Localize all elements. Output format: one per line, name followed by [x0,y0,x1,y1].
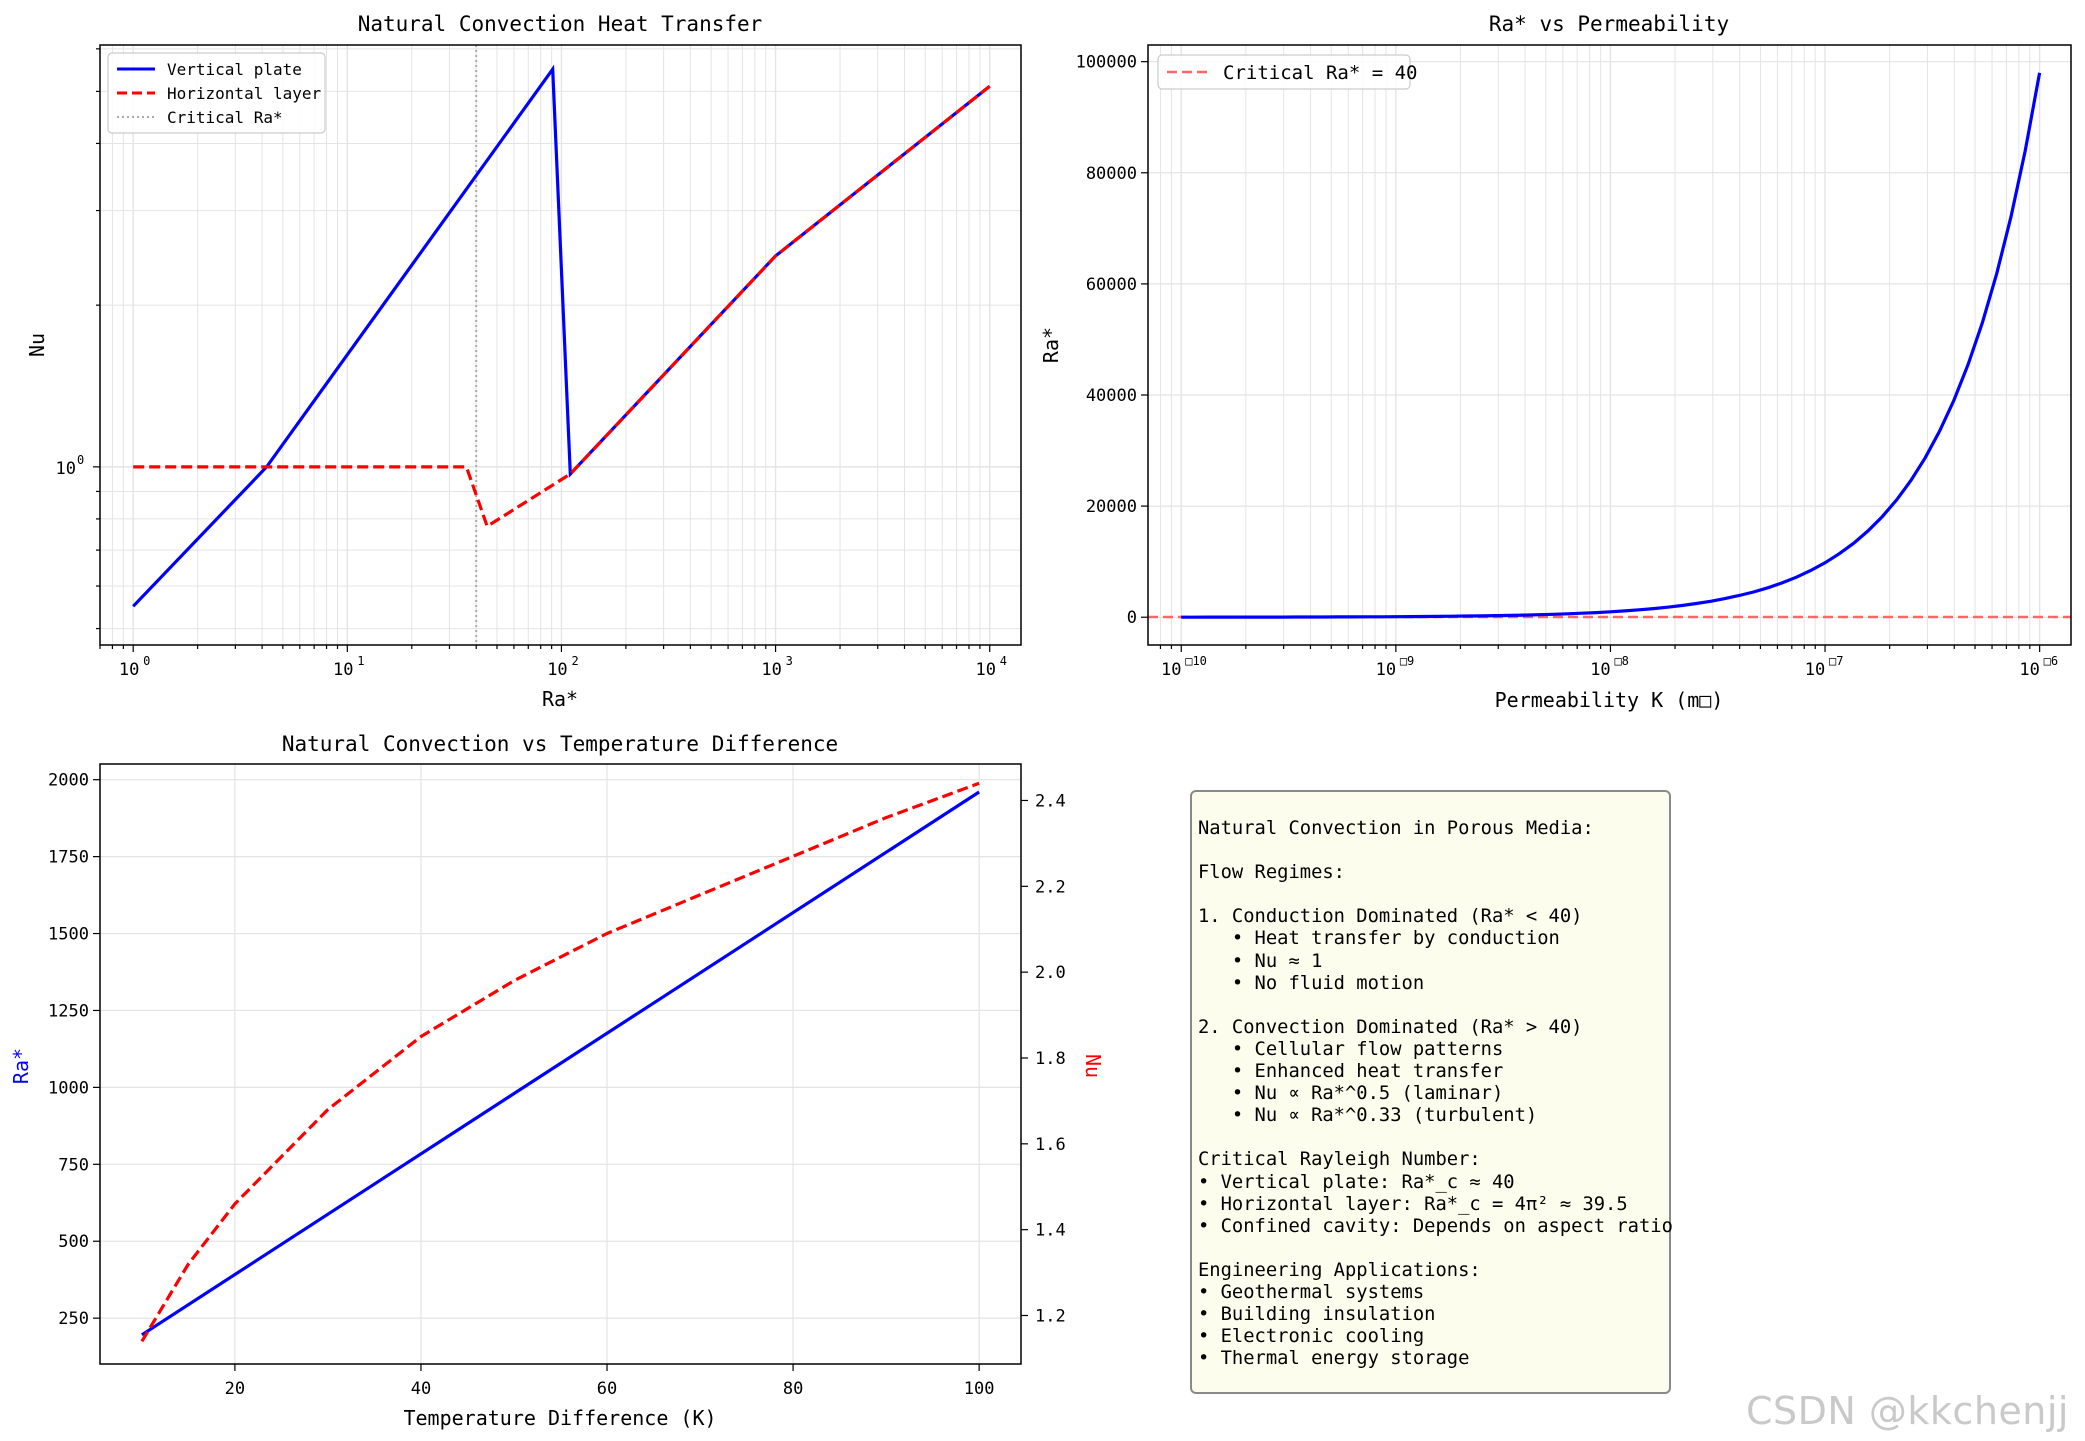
panel-temperature-difference: 20 40 60 80 100 250 500 750 1000 1250 1500 1750 2000… [9,732,1105,1430]
p2-x-tick-label: 10 [1590,660,1610,680]
p3-y-tick-label-left: 500 [58,1232,89,1252]
p3-y-tick-label-right: 2.2 [1035,877,1066,897]
p1-x-tick-exponent: 2 [571,654,578,668]
panel-ra-vs-permeability: 0 20000 40000 60000 80000 100000 10 □10 10 □9 10 □8… [1039,12,2072,712]
p2-grid [1148,45,2071,645]
p2-y-tick-label: 100000 [1076,53,1137,73]
p1-ticks: 10 0 10 1 10 2 10 3 10 410 0 [56,48,1007,680]
p1-y-tick-exponent: 0 [77,453,84,467]
p2-y-tick-label: 0 [1127,608,1137,628]
p1-series-horizontal-layer [133,85,991,529]
p1-x-tick-label: 10 [119,660,139,680]
p3-y-tick-label-right: 2.0 [1035,963,1066,983]
p1-title: Natural Convection Heat Transfer [358,12,763,36]
p3-y-tick-label-left: 1750 [48,848,89,868]
p1-y-tick-label: 10 [56,459,76,479]
info-box-text: Natural Convection in Porous Media: Flow… [1198,818,1673,1370]
p3-x-tick-label: 80 [783,1379,803,1399]
p1-grid [99,45,1021,645]
p2-x-tick-label: 10 [1161,660,1181,680]
p3-series-nu [140,781,980,1343]
p1-x-tick-label: 10 [975,660,995,680]
p2-legend-label-critical: Critical Ra* = 40 [1223,62,1417,84]
p3-x-tick-label: 40 [411,1379,431,1399]
p2-y-tick-label: 20000 [1086,497,1137,517]
p2-ylabel: Ra* [1039,327,1063,363]
p1-ylabel: Nu [25,333,49,357]
p3-xlabel: Temperature Difference (K) [403,1406,716,1430]
p1-legend-label-horizontal: Horizontal layer [167,84,321,103]
p1-frame [99,44,1022,646]
p2-y-tick-label: 80000 [1086,164,1137,184]
p2-x-tick-label: 10 [2019,660,2039,680]
p3-series-ra [141,790,980,1337]
p3-y-tick-label-left: 2000 [48,771,89,791]
p1-x-tick-exponent: 1 [357,654,364,668]
p3-ylabel-left: Ra* [9,1048,33,1084]
p2-x-tick-exponent: □8 [1614,654,1628,668]
p2-x-tick-exponent: □7 [1829,654,1843,668]
p1-legend-label-vertical: Vertical plate [167,60,302,79]
p1-x-tick-label: 10 [761,660,781,680]
p2-x-tick-exponent: □6 [2044,654,2058,668]
p2-x-tick-exponent: □9 [1400,654,1414,668]
p2-title: Ra* vs Permeability [1489,12,1729,36]
p1-legend: Vertical plate Horizontal layer Critical… [107,52,326,134]
p3-x-tick-label: 100 [964,1379,995,1399]
watermark: CSDN @kkchenjj [1746,1389,2069,1433]
p3-y-tick-label-right: 2.4 [1035,791,1066,811]
p3-grid [100,764,1021,1364]
p3-y-tick-label-right: 1.4 [1035,1221,1066,1241]
p3-x-tick-label: 60 [597,1379,617,1399]
p1-x-tick-exponent: 0 [143,654,150,668]
p2-x-tick-exponent: □10 [1185,654,1207,668]
p2-frame [1147,44,2072,646]
p3-frame [99,763,1022,1365]
p1-x-tick-label: 10 [547,660,567,680]
p2-series-ra [1181,72,2042,619]
p1-x-tick-exponent: 4 [1000,654,1007,668]
p2-legend-box [1157,54,1411,90]
p1-x-tick-label: 10 [333,660,353,680]
p3-ylabel-right: Nu [1081,1054,1105,1078]
panel-heat-transfer: 10 0 10 1 10 2 10 3 10 410 0 Natural Convection He… [25,12,1022,711]
p2-ticks: 0 20000 40000 60000 80000 100000 10 □10 10 □9 10 □8… [1076,53,2059,680]
p3-y-tick-label-right: 1.2 [1035,1307,1066,1327]
p1-plot-area [132,45,991,645]
p3-ticks: 20 40 60 80 100 250 500 750 1000 1250 1500 1750 2000… [48,771,1066,1399]
p1-legend-box [107,52,326,134]
p3-y-tick-label-right: 1.8 [1035,1049,1066,1069]
p2-y-tick-label: 40000 [1086,386,1137,406]
p3-plot-area [140,781,980,1343]
p3-title: Natural Convection vs Temperature Differ… [282,732,838,756]
p2-xlabel: Permeability K (m□) [1495,688,1724,712]
p3-y-tick-label-left: 1250 [48,1001,89,1021]
p2-y-tick-label: 60000 [1086,275,1137,295]
p3-y-tick-label-left: 250 [58,1309,89,1329]
p3-x-tick-label: 20 [225,1379,245,1399]
p2-plot-area [1148,72,2071,619]
p2-x-tick-label: 10 [1805,660,1825,680]
p3-y-tick-label-left: 750 [58,1155,89,1175]
p1-x-tick-exponent: 3 [786,654,793,668]
p3-y-tick-label-right: 1.6 [1035,1135,1066,1155]
p1-legend-label-critical: Critical Ra* [167,108,283,127]
p3-y-tick-label-left: 1000 [48,1078,89,1098]
p3-y-tick-label-left: 1500 [48,925,89,945]
p2-legend: Critical Ra* = 40 [1157,54,1417,90]
p2-x-tick-label: 10 [1376,660,1396,680]
p1-xlabel: Ra* [542,687,578,711]
info-box: Natural Convection in Porous Media: Flow… [1190,790,1673,1394]
